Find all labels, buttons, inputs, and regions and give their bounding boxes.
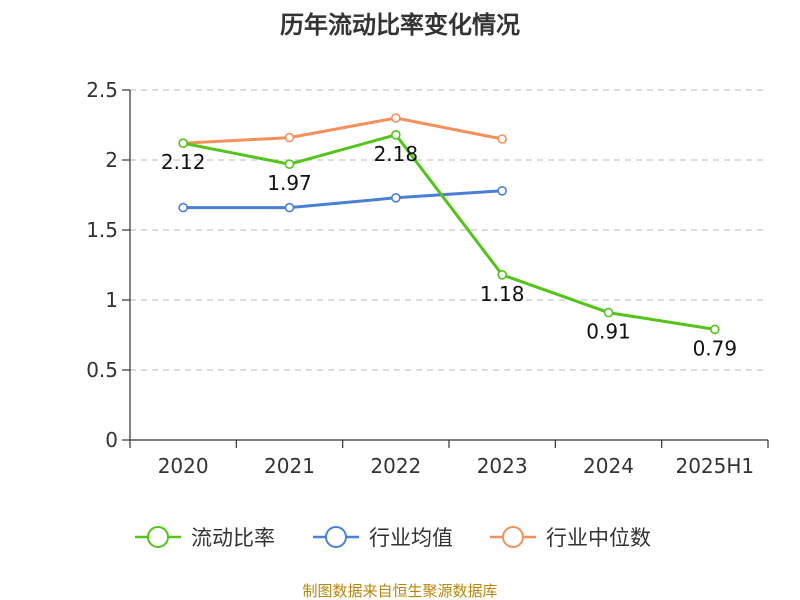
series-1-point-2[interactable] [391, 193, 401, 203]
x-tick-label-2: 2022 [370, 454, 421, 478]
series-0-point-3[interactable] [497, 269, 507, 280]
data-label-4: 0.91 [586, 320, 631, 344]
legend-label-0: 流动比率 [191, 526, 275, 550]
y-tick-label-0: 0 [105, 428, 118, 452]
y-tick-label-1: 0.5 [86, 358, 118, 382]
source-note: 制图数据来自恒生聚源数据库 [302, 582, 497, 600]
legend-item-1[interactable]: 行业均值 [313, 526, 453, 550]
legend-label-1: 行业均值 [369, 526, 453, 550]
series-1-point-3[interactable] [497, 186, 507, 196]
legend[interactable]: 流动比率 行业均值 行业中位数 [135, 526, 651, 550]
y-tick-label-5: 2.5 [86, 78, 118, 102]
legend-label-2: 行业中位数 [546, 526, 651, 550]
chart-title: 历年流动比率变化情况 [280, 11, 520, 39]
x-tick-label-3: 2023 [477, 454, 528, 478]
legend-marker-0 [147, 526, 169, 548]
axes: 0 0.5 1 1.5 2 2.5 2020 2021 2022 2023 2024 2025H1 [86, 78, 769, 478]
legend-item-2[interactable]: 行业中位数 [490, 526, 651, 550]
x-tick-label-4: 2024 [583, 454, 634, 478]
series-1-point-1[interactable] [284, 202, 295, 213]
series-line-1 [183, 189, 503, 210]
data-label-3: 1.18 [480, 282, 525, 306]
series-1-point-0[interactable] [178, 202, 188, 213]
series-0-point-5[interactable] [710, 324, 720, 335]
y-tick-label-2: 1 [105, 288, 118, 312]
data-label-0: 2.12 [161, 150, 206, 174]
series-2-point-1[interactable] [284, 132, 295, 143]
series-0-point-2[interactable] [391, 130, 401, 140]
data-label-2: 2.18 [374, 142, 419, 166]
series-2-point-3[interactable] [497, 134, 507, 144]
data-label-1: 1.97 [267, 171, 312, 195]
x-tick-label-0: 2020 [158, 454, 209, 478]
legend-marker-1 [325, 526, 347, 548]
y-tick-label-3: 1.5 [86, 218, 118, 242]
legend-item-0[interactable]: 流动比率 [135, 526, 275, 550]
grid-lines [130, 89, 768, 371]
x-tick-label-5: 2025H1 [675, 454, 754, 478]
data-labels: 2.12 1.97 2.18 1.18 0.91 0.79 [161, 142, 737, 361]
series-line-2 [183, 116, 503, 145]
legend-marker-2 [502, 526, 524, 548]
data-label-5: 0.79 [693, 336, 738, 360]
series-0-point-1[interactable] [284, 159, 295, 169]
x-tick-label-1: 2021 [264, 454, 315, 478]
series-0-point-4[interactable] [603, 307, 614, 318]
series-0-point-0[interactable] [178, 138, 188, 148]
series-lines [178, 113, 720, 335]
y-tick-label-4: 2 [105, 148, 118, 172]
series-2-point-2[interactable] [391, 113, 401, 123]
series-line-0 [182, 133, 716, 331]
